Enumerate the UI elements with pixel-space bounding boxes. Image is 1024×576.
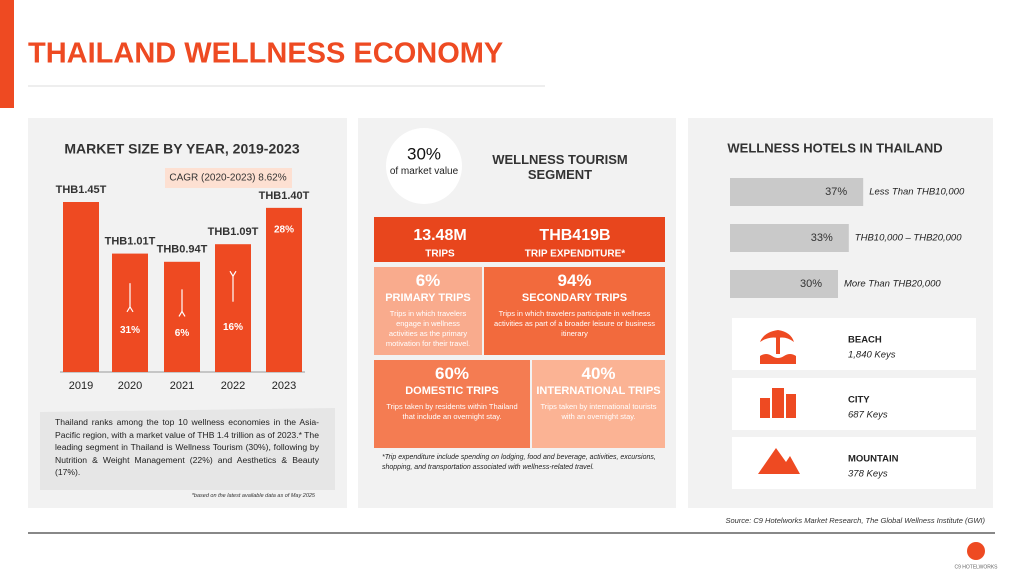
box: [374, 360, 530, 448]
x-tick-label: 2020: [118, 380, 142, 392]
x-tick-label: 2021: [170, 380, 194, 392]
trips-value: 13.48M: [413, 227, 466, 244]
segment-title: PRIMARY TRIPS: [385, 292, 471, 304]
hotels-title: WELLNESS HOTELS IN THAILAND: [727, 140, 942, 155]
segment-title: DOMESTIC TRIPS: [405, 385, 499, 397]
price-value: 30%: [800, 278, 822, 290]
price-value: 37%: [825, 186, 847, 198]
segment-value: 60%: [434, 364, 470, 383]
change-label: 16%: [223, 322, 243, 333]
segment-value: 40%: [581, 364, 616, 383]
price-bar: [730, 224, 849, 252]
change-label: 28%: [274, 225, 294, 236]
type-keys: 687 Keys: [848, 410, 888, 421]
segment-title: WELLNESS TOURISM SEGMENT: [492, 152, 628, 182]
accent-bar: [0, 0, 14, 108]
segment-text: Trips in which travelers participate in …: [494, 309, 655, 338]
value-label: THB1.45T: [56, 184, 107, 196]
share-caption: of market value: [389, 166, 459, 177]
annotation: CAGR (2020-2023) 8.62%: [169, 173, 286, 184]
bar: [112, 253, 148, 372]
expenditure-label: TRIP EXPENDITURE*: [525, 249, 625, 260]
type-name: BEACH: [848, 335, 882, 346]
segment-title: INTERNATIONAL TRIPS: [536, 385, 661, 397]
note-footnote: *based on the latest available data as o…: [191, 493, 315, 499]
expenditure-value: THB419B: [539, 227, 610, 244]
city-icon: [760, 388, 796, 418]
type-name: CITY: [848, 395, 870, 406]
box: [374, 217, 665, 262]
type-keys: 1,840 Keys: [848, 350, 896, 361]
x-tick-label: 2022: [221, 380, 245, 392]
chart-title: MARKET SIZE BY YEAR, 2019-2023: [64, 141, 299, 157]
source: Source: C9 Hotelworks Market Research, T…: [725, 516, 985, 525]
share: 30%: [407, 144, 441, 163]
change-label: 6%: [175, 328, 190, 339]
segment-value: 6%: [415, 271, 441, 290]
value-label: THB1.40T: [259, 190, 310, 202]
type-keys: 378 Keys: [848, 469, 888, 480]
box: [484, 267, 665, 355]
tourism-footnote: *Trip expenditure include spending on lo…: [382, 454, 656, 471]
value-label: THB1.01T: [105, 235, 156, 247]
price-bar: [730, 178, 864, 206]
bar: [164, 261, 200, 372]
value-label: THB1.09T: [208, 226, 259, 238]
logo-text: C9 HOTELWORKS: [955, 564, 999, 570]
x-tick-label: 2023: [272, 380, 296, 392]
cagr-box: [165, 168, 292, 188]
segment-value: 94%: [557, 271, 592, 290]
type-name: MOUNTAIN: [848, 454, 899, 465]
bar: [215, 244, 251, 372]
box: [374, 267, 482, 355]
trips-label: TRIPS: [425, 249, 455, 260]
note-box: [40, 408, 335, 490]
x-tick-label: 2019: [69, 380, 93, 392]
segment-text: Trips taken by residents within Thailand…: [386, 402, 518, 421]
change-arrowhead: [126, 305, 134, 313]
change-label: 31%: [120, 325, 140, 336]
box: [532, 360, 665, 448]
price-label: THB10,000 – THB20,000: [855, 233, 962, 244]
note-text: Thailand ranks among the top 10 wellness…: [55, 417, 319, 477]
page-title: THAILAND WELLNESS ECONOMY: [28, 38, 503, 70]
segment-text: Trips in which travelers engage in welln…: [385, 309, 471, 348]
price-value: 33%: [811, 232, 833, 244]
beach-icon: [760, 330, 796, 364]
change-arrowhead: [229, 270, 237, 278]
segment-title: SECONDARY TRIPS: [521, 292, 628, 304]
price-label: More Than THB20,000: [844, 279, 941, 290]
price-label: Less Than THB10,000: [869, 187, 965, 198]
segment-text: Trips taken by international tourists wi…: [540, 402, 657, 421]
price-bar: [730, 270, 838, 298]
value-label: THB0.94T: [157, 244, 208, 256]
mountain-icon: [758, 448, 800, 474]
share-circle: [386, 128, 462, 204]
bar: [63, 202, 99, 372]
logo-mark: [967, 542, 985, 560]
bar: [266, 207, 302, 372]
change-arrowhead: [178, 310, 186, 317]
